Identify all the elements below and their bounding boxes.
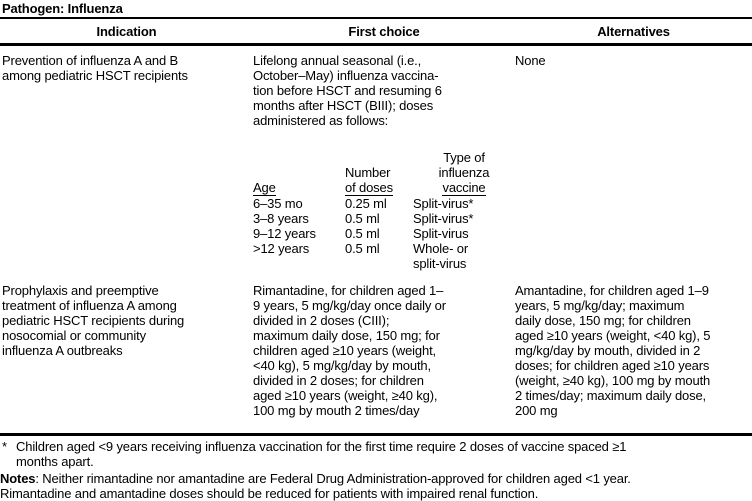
dose-age: 6–35 mo bbox=[253, 196, 303, 211]
first-choice-cell: Lifelong annual seasonal (i.e., October–… bbox=[253, 53, 515, 271]
dose-table-header-doses: Number of doses bbox=[345, 165, 393, 196]
table-header-row: Indication First choice Alternatives bbox=[0, 19, 752, 43]
title-rule bbox=[0, 17, 752, 19]
asterisk-footnote: * Children aged <9 years receiving influ… bbox=[0, 438, 752, 469]
asterisk-footnote-text: Children aged <9 years receiving influen… bbox=[16, 439, 627, 469]
indication-cell: Prophylaxis and preemptive treatment of … bbox=[2, 283, 185, 358]
column-header-first-choice: First choice bbox=[348, 24, 420, 39]
dose-ml: 0.25 ml bbox=[345, 196, 387, 211]
notes-line-1: Notes: Neither rimantadine nor amantadin… bbox=[0, 471, 752, 486]
dose-ml: 0.5 ml bbox=[345, 241, 380, 256]
first-choice-text: Lifelong annual seasonal (i.e., October–… bbox=[253, 53, 442, 128]
pathogen-title: Pathogen: Influenza bbox=[2, 1, 123, 16]
dose-ml: 0.5 ml bbox=[345, 226, 380, 241]
dose-type: Split-virus* bbox=[413, 196, 474, 211]
notes-label: Notes bbox=[0, 471, 36, 486]
alternatives-cell: Amantadine, for children aged 1–9 years,… bbox=[515, 283, 711, 418]
column-header-alternatives: Alternatives bbox=[597, 24, 670, 39]
dose-type: Split-virus* bbox=[413, 211, 474, 226]
dose-table-header-age: Age bbox=[253, 180, 276, 196]
notes-line-2: Rimantadine and amantadine doses should … bbox=[0, 486, 539, 501]
dose-ml: 0.5 ml bbox=[345, 211, 380, 226]
column-header-indication: Indication bbox=[96, 24, 157, 39]
dose-type: Split-virus bbox=[413, 226, 469, 241]
dose-table-header-type: Type of influenza vaccine bbox=[438, 150, 490, 196]
footer-rule bbox=[0, 433, 752, 436]
table-row: Prevention of influenza A and B among pe… bbox=[0, 46, 752, 271]
indication-cell: Prevention of influenza A and B among pe… bbox=[2, 53, 188, 83]
dose-age: 9–12 years bbox=[253, 226, 316, 241]
first-choice-cell: Rimantadine, for children aged 1– 9 year… bbox=[253, 283, 446, 418]
alternatives-cell: None bbox=[515, 53, 546, 68]
dose-age: 3–8 years bbox=[253, 211, 309, 226]
table-row: Prophylaxis and preemptive treatment of … bbox=[0, 271, 752, 433]
header-rule bbox=[0, 43, 752, 46]
notes-footnote: Notes: Neither rimantadine nor amantadin… bbox=[0, 469, 752, 501]
notes-text: : Neither rimantadine nor amantadine are… bbox=[35, 471, 631, 486]
vaccine-dose-table: Age Number of doses Type of influenza va… bbox=[253, 150, 515, 271]
dose-type: Whole- or split-virus bbox=[413, 241, 468, 271]
dose-age: >12 years bbox=[253, 241, 310, 256]
asterisk-marker: * bbox=[2, 439, 7, 454]
footnotes: * Children aged <9 years receiving influ… bbox=[0, 436, 752, 501]
